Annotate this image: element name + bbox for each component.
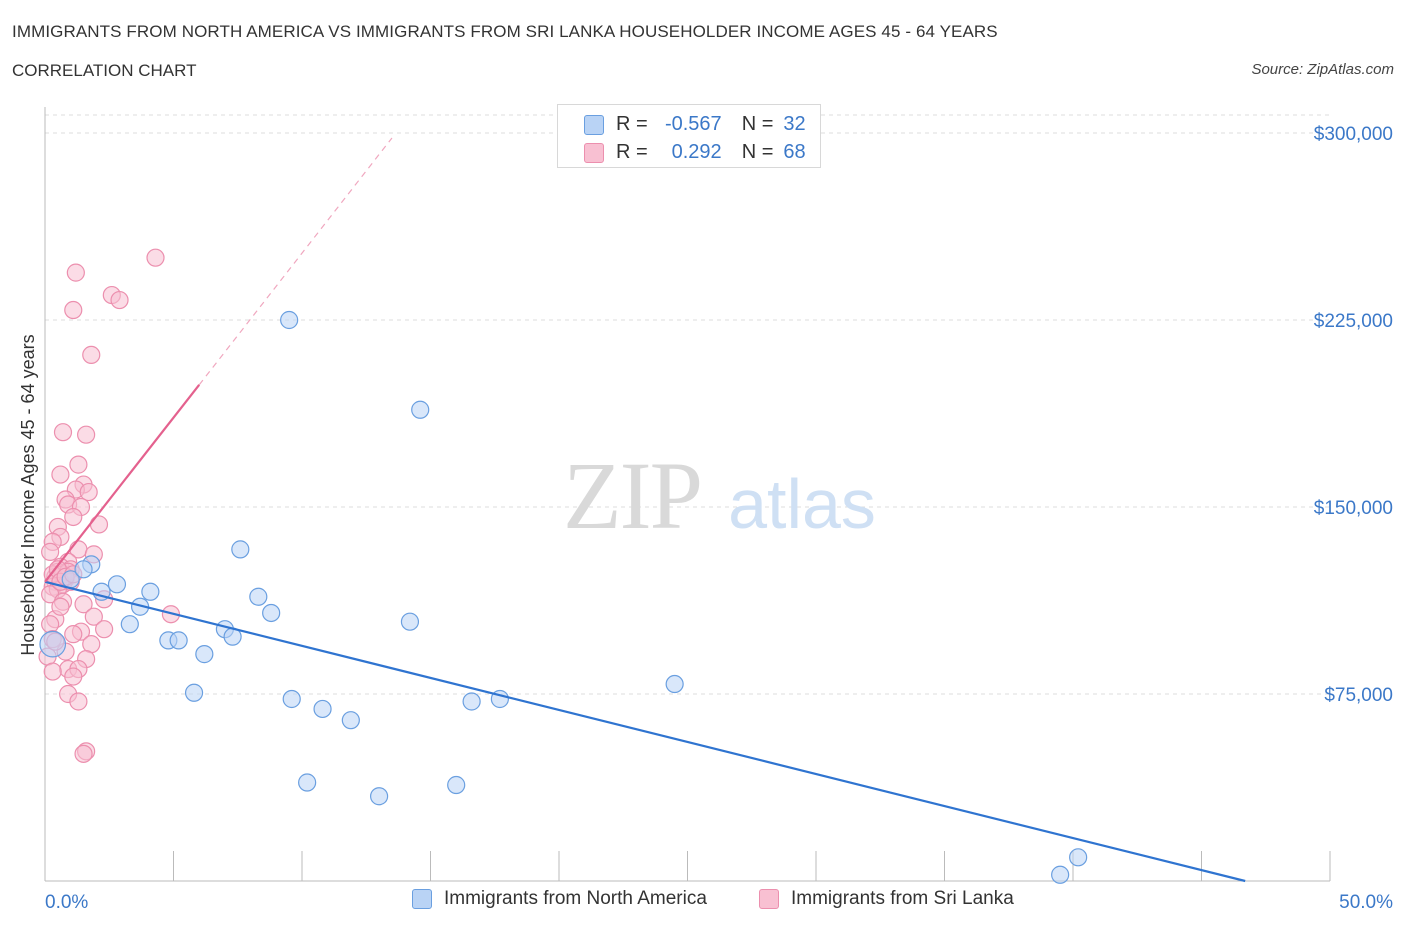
data-point-sri-lanka <box>64 507 83 527</box>
data-point-north-america <box>313 699 332 719</box>
r-value: 0.292 <box>671 141 722 163</box>
sri-lanka-points <box>38 248 181 763</box>
data-point-north-america <box>1069 848 1088 867</box>
n-value: 68 <box>783 141 806 163</box>
data-point-sri-lanka <box>77 425 96 444</box>
legend-label-sri-lanka: Immigrants from Sri Lanka <box>791 888 1014 909</box>
x-tick-label: 50.0% <box>1339 892 1393 913</box>
data-point-sri-lanka <box>53 423 73 442</box>
data-point-sri-lanka <box>64 625 83 644</box>
grid-lines <box>45 114 1330 695</box>
sri-lanka-swatch <box>584 142 604 163</box>
data-point-sri-lanka <box>146 248 165 267</box>
data-point-north-america <box>262 603 281 623</box>
data-point-sri-lanka <box>89 515 109 534</box>
n-label: N = <box>741 113 774 135</box>
data-point-north-america <box>411 400 430 419</box>
trend-line-north-america <box>44 580 1246 883</box>
data-point-north-america <box>169 631 188 650</box>
x-tick-label: 0.0% <box>45 892 88 913</box>
chart-title: IMMIGRANTS FROM NORTH AMERICA VS IMMIGRA… <box>12 22 998 41</box>
data-point-sri-lanka <box>51 465 70 484</box>
data-point-sri-lanka <box>95 620 114 639</box>
legend-item-sri-lanka[interactable]: Immigrants from Sri Lanka <box>759 888 1014 910</box>
data-point-sri-lanka <box>64 667 83 686</box>
data-point-north-america <box>120 615 139 634</box>
y-tick-label: $150,000 <box>1314 498 1393 519</box>
data-point-sri-lanka <box>66 263 85 282</box>
data-point-north-america <box>400 612 420 631</box>
data-point-north-america <box>282 689 301 709</box>
trend-line-sri-lanka-extension <box>198 137 393 386</box>
legend-label-north-america: Immigrants from North America <box>444 888 707 909</box>
data-point-sri-lanka <box>43 662 62 681</box>
data-point-sri-lanka <box>110 290 129 310</box>
data-point-sri-lanka <box>51 597 70 616</box>
data-point-north-america <box>184 683 204 702</box>
data-point-sri-lanka <box>69 692 88 711</box>
data-point-north-america <box>249 587 268 606</box>
y-tick-label: $225,000 <box>1314 311 1393 332</box>
data-point-sri-lanka <box>84 607 103 626</box>
data-point-sri-lanka <box>82 345 101 365</box>
data-point-north-america <box>447 775 466 795</box>
data-point-sri-lanka <box>64 300 83 320</box>
data-point-north-america <box>462 692 481 711</box>
north-america-points <box>39 310 1088 884</box>
legend-swatch-sri-lanka <box>759 889 779 909</box>
source-label: Source: ZipAtlas.com <box>1251 61 1394 78</box>
data-point-sri-lanka <box>69 455 88 474</box>
y-tick-label: $75,000 <box>1324 685 1393 706</box>
legend-item-north-america[interactable]: Immigrants from North America <box>412 888 707 910</box>
watermark-zip: ZIP <box>563 442 701 549</box>
trend-lines <box>44 137 1246 883</box>
data-point-north-america <box>298 773 317 792</box>
data-point-sri-lanka <box>74 595 93 614</box>
stat-row-sri-lanka: R = 0.292 N = 68 <box>584 141 806 164</box>
y-axis-label: Householder Income Ages 45 - 64 years <box>18 334 38 655</box>
n-value: 32 <box>783 113 806 135</box>
n-label: N = <box>741 141 774 163</box>
x-tick-labels: 0.0% 50.0% <box>45 892 1393 913</box>
y-tick-labels: $75,000 $150,000 $225,000 $300,000 <box>1314 124 1393 706</box>
watermark-atlas: atlas <box>728 465 876 543</box>
data-point-north-america <box>370 787 389 806</box>
r-label: R = <box>616 113 648 135</box>
data-point-north-america <box>665 674 684 694</box>
correlation-stats-box: R = -0.567 N = 32 R = 0.292 N = 68 <box>557 104 821 168</box>
north-america-swatch <box>584 114 604 135</box>
r-label: R = <box>616 141 648 163</box>
legend-swatch-north-america <box>412 889 432 909</box>
y-tick-label: $300,000 <box>1314 124 1393 145</box>
axes <box>44 107 1331 882</box>
data-point-north-america <box>74 560 93 579</box>
watermark: ZIP atlas <box>563 442 876 549</box>
data-point-north-america <box>107 575 127 594</box>
stat-row-north-america: R = -0.567 N = 32 <box>584 113 806 136</box>
data-point-sri-lanka <box>41 542 60 561</box>
data-point-north-america <box>1051 865 1070 884</box>
data-point-north-america <box>231 540 250 559</box>
r-value: -0.567 <box>664 113 722 135</box>
data-point-north-america <box>141 582 160 601</box>
data-point-north-america <box>280 310 299 330</box>
chart-subtitle: CORRELATION CHART <box>12 61 197 80</box>
data-point-sri-lanka <box>74 744 93 763</box>
legend: Immigrants from North America Immigrants… <box>0 888 1406 918</box>
data-point-north-america <box>195 645 214 664</box>
data-point-north-america <box>341 711 360 730</box>
data-point-sri-lanka <box>41 615 60 634</box>
data-point-north-america <box>39 630 67 658</box>
trend-line-sri-lanka <box>44 384 201 583</box>
data-point-sri-lanka <box>79 482 98 502</box>
